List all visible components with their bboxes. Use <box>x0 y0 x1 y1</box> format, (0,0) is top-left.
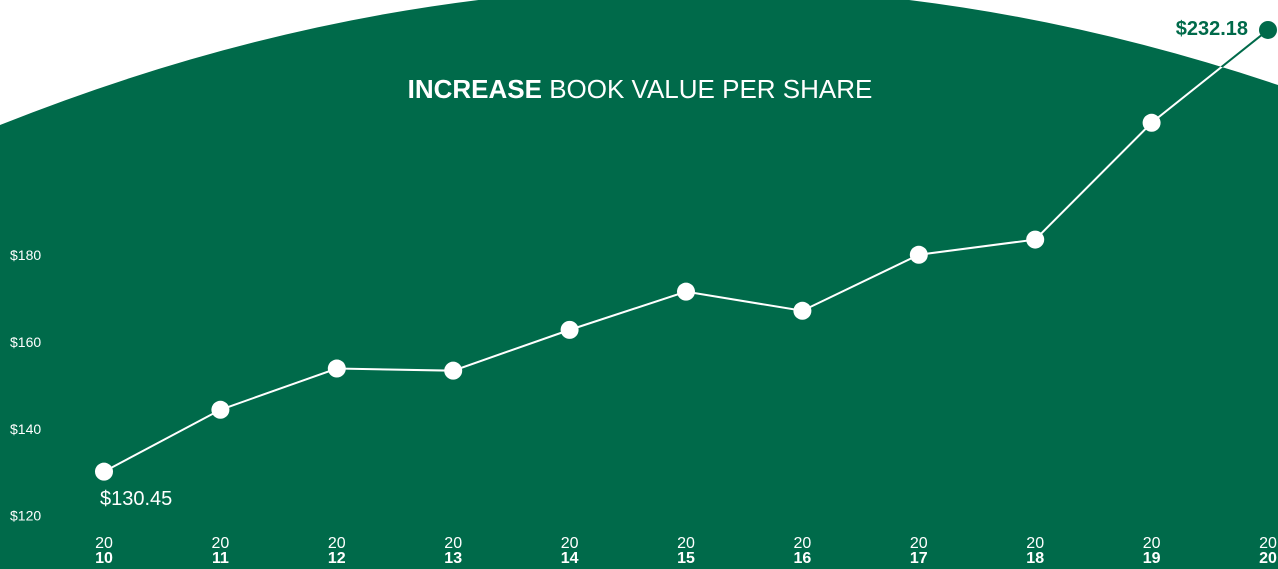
x-tick-bottom: 15 <box>677 550 695 567</box>
x-tick-label: 20 15 <box>677 535 695 567</box>
y-tick-label: $180 <box>10 247 41 263</box>
y-tick-label: $140 <box>10 421 41 437</box>
data-point <box>793 301 812 320</box>
x-tick-label: 20 11 <box>212 535 230 567</box>
data-point <box>1259 20 1277 39</box>
data-point <box>560 320 579 339</box>
x-tick-label: 20 14 <box>561 535 579 567</box>
x-tick-label: 20 13 <box>444 535 462 567</box>
x-tick-bottom: 20 <box>1259 550 1277 567</box>
data-point <box>444 361 463 380</box>
x-tick-top: 20 <box>1026 535 1044 552</box>
chart-title: INCREASE BOOK VALUE PER SHARE <box>408 74 873 104</box>
x-tick-top: 20 <box>1259 535 1277 552</box>
x-tick-label: 20 12 <box>328 535 346 567</box>
x-tick-bottom: 16 <box>794 550 812 567</box>
x-tick-label: 20 19 <box>1143 535 1161 567</box>
x-tick-bottom: 11 <box>212 550 229 567</box>
x-tick-top: 20 <box>444 535 462 552</box>
data-point <box>909 245 928 264</box>
y-tick-label: $160 <box>10 334 41 350</box>
data-label: $130.45 <box>100 488 172 510</box>
x-tick-label: 20 17 <box>910 535 928 567</box>
x-tick-bottom: 13 <box>444 550 462 567</box>
data-point <box>95 462 113 481</box>
x-tick-top: 20 <box>328 535 346 552</box>
data-point <box>1142 113 1161 132</box>
x-tick-bottom: 10 <box>95 550 113 567</box>
x-tick-bottom: 17 <box>910 550 928 567</box>
x-tick-top: 20 <box>95 535 113 552</box>
x-tick-top: 20 <box>794 535 812 552</box>
data-point <box>211 400 230 419</box>
x-tick-label: 20 10 <box>95 535 113 567</box>
x-tick-label: 20 20 <box>1259 535 1277 567</box>
data-label: $232.18 <box>1176 18 1248 40</box>
x-tick-top: 20 <box>677 535 695 552</box>
data-point <box>1026 230 1045 249</box>
data-point <box>327 359 346 378</box>
x-tick-bottom: 14 <box>561 550 579 567</box>
x-tick-bottom: 12 <box>328 550 346 567</box>
x-tick-label: 20 18 <box>1026 535 1044 567</box>
x-tick-label: 20 16 <box>794 535 812 567</box>
title-emphasis: INCREASE <box>408 74 542 104</box>
x-tick-bottom: 19 <box>1143 550 1161 567</box>
y-tick-label: $120 <box>10 508 41 524</box>
x-tick-top: 20 <box>1143 535 1161 552</box>
title-text: BOOK VALUE PER SHARE <box>549 74 872 104</box>
data-point <box>677 282 695 301</box>
x-tick-bottom: 18 <box>1026 550 1044 567</box>
x-tick-top: 20 <box>561 535 579 552</box>
x-tick-top: 20 <box>910 535 928 552</box>
x-tick-top: 20 <box>212 535 230 552</box>
